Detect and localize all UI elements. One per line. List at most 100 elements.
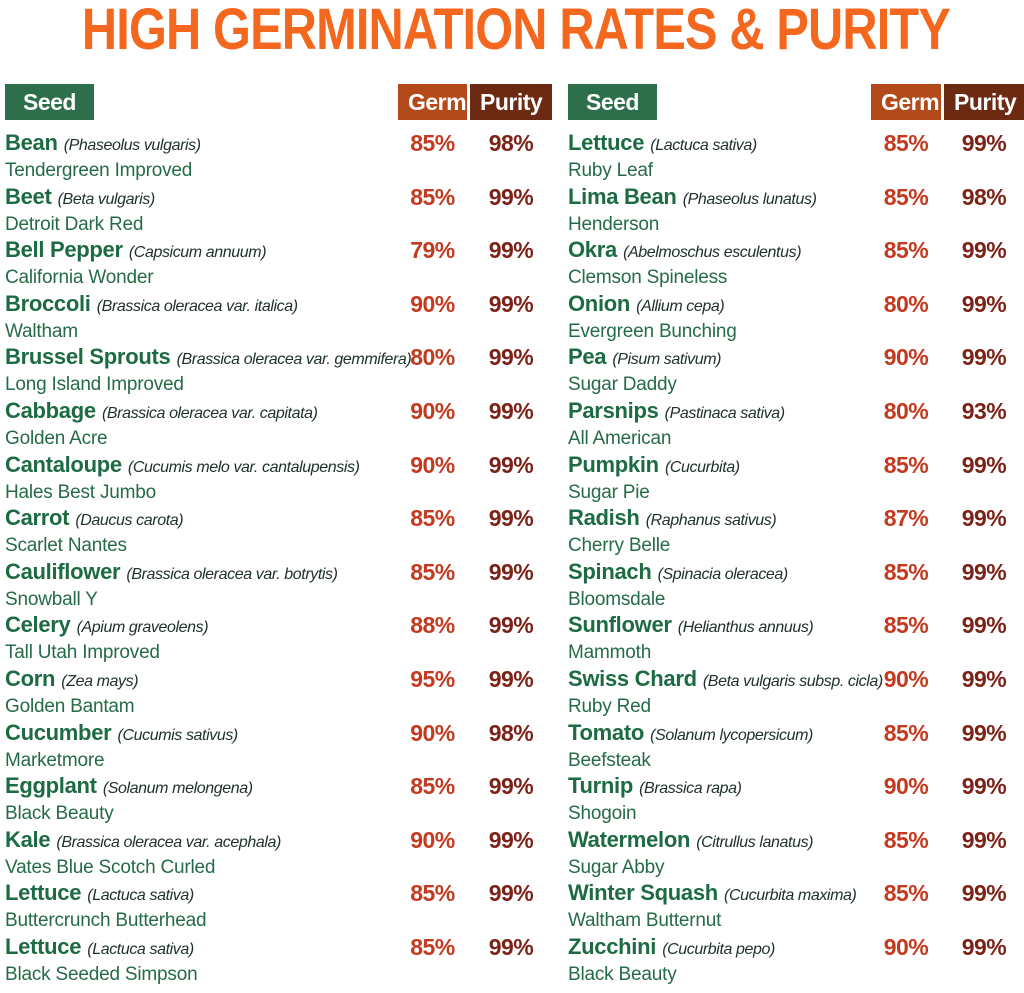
germ-value: 90%	[883, 773, 929, 800]
table-row: Tomato (Solanum lycopersicum) Beefsteak …	[568, 720, 1024, 774]
purity-value: 98%	[488, 130, 534, 156]
seed-variety: Sugar Daddy	[568, 374, 677, 396]
purity-value: 99%	[488, 880, 534, 907]
purity-value: 99%	[961, 612, 1007, 639]
germ-value: 85%	[883, 183, 929, 210]
seed-cell: Pea (Pisum sativum) Sugar Daddy	[568, 344, 868, 397]
germ-value: 79%	[410, 237, 455, 264]
seed-cell: Watermelon (Citrullus lanatus) Sugar Abb…	[568, 827, 868, 880]
table-row: Lettuce (Lactuca sativa) Buttercrunch Bu…	[5, 880, 552, 934]
table-row: Cantaloupe (Cucumis melo var. cantalupen…	[5, 452, 552, 506]
seed-cell: Lettuce (Lactuca sativa) Ruby Leaf	[568, 130, 868, 183]
seed-name: Onion	[568, 290, 631, 316]
purity-value: 99%	[961, 237, 1007, 264]
seed-name-line: Winter Squash (Cucurbita maxima)	[568, 880, 868, 909]
seed-name-line: Onion (Allium cepa)	[568, 291, 868, 320]
seed-cell: Tomato (Solanum lycopersicum) Beefsteak	[568, 720, 868, 773]
purity-value: 99%	[961, 719, 1007, 746]
seed-latin-name: (Brassica oleracea var. capitata)	[101, 404, 318, 422]
seed-variety: Ruby Red	[568, 695, 651, 717]
seed-name-line: Cantaloupe (Cucumis melo var. cantalupen…	[5, 452, 395, 481]
seed-cell: Bean (Phaseolus vulgaris) Tendergreen Im…	[5, 130, 395, 183]
table-row: Beet (Beta vulgaris) Detroit Dark Red 85…	[5, 184, 552, 238]
seed-name-line: Kale (Brassica oleracea var. acephala)	[5, 827, 395, 856]
seed-cell: Cantaloupe (Cucumis melo var. cantalupen…	[5, 452, 395, 505]
seed-variety: Black Beauty	[568, 963, 677, 985]
purity-value: 93%	[961, 397, 1007, 424]
seed-latin-name: (Citrullus lanatus)	[696, 833, 814, 851]
seed-latin-name: (Allium cepa)	[636, 297, 725, 315]
seed-cell: Cauliflower (Brassica oleracea var. botr…	[5, 559, 395, 612]
seed-cell: Celery (Apium graveolens) Tall Utah Impr…	[5, 612, 395, 665]
seed-variety: Sugar Pie	[568, 481, 650, 503]
seed-name: Corn	[5, 665, 56, 691]
seed-name-line: Watermelon (Citrullus lanatus)	[568, 827, 868, 856]
seed-name-line: Beet (Beta vulgaris)	[5, 184, 395, 213]
germ-value: 85%	[883, 237, 929, 264]
table-row: Cauliflower (Brassica oleracea var. botr…	[5, 559, 552, 613]
table-row: Cucumber (Cucumis sativus) Marketmore 90…	[5, 720, 552, 774]
germ-value: 85%	[410, 880, 455, 907]
seed-name: Winter Squash	[568, 880, 718, 906]
seed-name-line: Cabbage (Brassica oleracea var. capitata…	[5, 398, 395, 427]
seed-latin-name: (Brassica oleracea var. gemmifera)	[176, 351, 412, 369]
seed-name-line: Cucumber (Cucumis sativus)	[5, 720, 395, 749]
purity-value: 99%	[488, 933, 534, 960]
seed-name: Parsnips	[568, 397, 659, 423]
seed-latin-name: (Spinacia oleracea)	[657, 565, 789, 583]
table-row: Celery (Apium graveolens) Tall Utah Impr…	[5, 612, 552, 666]
germ-value: 85%	[410, 933, 455, 960]
table-row: Lettuce (Lactuca sativa) Black Seeded Si…	[5, 934, 552, 988]
seed-variety: Beefsteak	[568, 749, 651, 771]
left-table: Seed Germ Purity Bean (Phaseolus vulgari…	[5, 84, 552, 988]
seed-latin-name: (Cucurbita)	[664, 458, 740, 476]
purity-value: 99%	[488, 665, 534, 692]
seed-name: Swiss Chard	[568, 665, 697, 691]
seed-latin-name: (Capsicum annuum)	[128, 244, 267, 262]
seed-cell: Kale (Brassica oleracea var. acephala) V…	[5, 827, 395, 880]
table-row: Pea (Pisum sativum) Sugar Daddy 90% 99%	[568, 344, 1024, 398]
seed-name: Watermelon	[568, 826, 691, 852]
seed-name-line: Lettuce (Lactuca sativa)	[5, 880, 395, 909]
seed-cell: Cucumber (Cucumis sativus) Marketmore	[5, 720, 395, 773]
seed-latin-name: (Cucurbita pepo)	[662, 940, 775, 958]
seed-latin-name: (Cucumis sativus)	[117, 726, 239, 744]
seed-variety: Sugar Abby	[568, 856, 665, 878]
seed-cell: Swiss Chard (Beta vulgaris subsp. cicla)…	[568, 665, 883, 719]
germ-value: 85%	[410, 558, 455, 585]
purity-value: 99%	[488, 451, 534, 478]
table-row: Spinach (Spinacia oleracea) Bloomsdale 8…	[568, 559, 1024, 613]
purity-value: 99%	[488, 290, 534, 317]
seed-variety: Golden Acre	[5, 427, 108, 449]
germ-value: 85%	[410, 773, 455, 800]
seed-name: Bell Pepper	[5, 237, 123, 263]
seed-name: Cantaloupe	[5, 451, 122, 477]
seed-variety: Long Island Improved	[5, 374, 184, 396]
germ-value: 85%	[883, 612, 929, 639]
seed-name-line: Parsnips (Pastinaca sativa)	[568, 398, 868, 427]
seed-variety: Shogoin	[568, 803, 637, 825]
seed-name-line: Corn (Zea mays)	[5, 666, 395, 695]
seed-variety: California Wonder	[5, 267, 154, 289]
seed-cell: Eggplant (Solanum melongena) Black Beaut…	[5, 773, 395, 826]
seed-cell: Zucchini (Cucurbita pepo) Black Beauty	[568, 934, 868, 987]
seed-cell: Beet (Beta vulgaris) Detroit Dark Red	[5, 184, 395, 237]
seed-variety: Waltham	[5, 320, 78, 342]
seed-latin-name: (Pisum sativum)	[612, 351, 722, 369]
germ-value: 80%	[883, 397, 929, 424]
table-row: Winter Squash (Cucurbita maxima) Waltham…	[568, 880, 1024, 934]
seed-latin-name: (Beta vulgaris)	[57, 190, 156, 208]
seed-variety: Golden Bantam	[5, 695, 135, 717]
seed-cell: Broccoli (Brassica oleracea var. italica…	[5, 291, 395, 344]
purity-value: 99%	[961, 130, 1007, 156]
seed-name: Beet	[5, 183, 52, 209]
seed-latin-name: (Solanum melongena)	[102, 780, 253, 798]
seed-variety: Ruby Leaf	[568, 160, 653, 181]
table-row: Carrot (Daucus carota) Scarlet Nantes 85…	[5, 505, 552, 559]
seed-name: Cucumber	[5, 719, 112, 745]
germ-value: 85%	[883, 719, 929, 746]
seed-name: Broccoli	[5, 290, 91, 316]
seed-latin-name: (Lactuca sativa)	[87, 887, 194, 905]
seed-name: Pumpkin	[568, 451, 659, 477]
purity-value: 98%	[961, 183, 1007, 210]
